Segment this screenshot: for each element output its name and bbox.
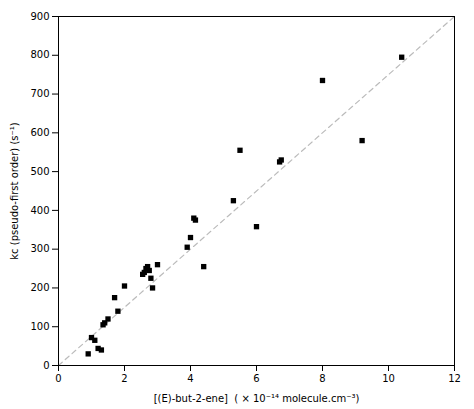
svg-text:[(E)-but-2-ene] ( × 10⁻¹⁴ mol: [(E)-but-2-ene] ( × 10⁻¹⁴ molecule.cm⁻³) [154,393,360,404]
svg-text:4: 4 [187,373,193,384]
svg-text:0: 0 [55,373,61,384]
svg-text:700: 700 [30,88,49,99]
svg-text:10: 10 [382,373,395,384]
svg-text:200: 200 [30,282,49,293]
svg-text:100: 100 [30,321,49,332]
svg-text:600: 600 [30,127,49,138]
svg-text:500: 500 [30,166,49,177]
svg-text:800: 800 [30,49,49,60]
svg-text:kc (pseudo-first order) (s⁻¹): kc (pseudo-first order) (s⁻¹) [9,122,20,260]
svg-text:400: 400 [30,205,49,216]
svg-text:900: 900 [30,11,49,22]
svg-text:12: 12 [448,373,461,384]
svg-text:8: 8 [319,373,325,384]
svg-text:2: 2 [121,373,127,384]
svg-text:0: 0 [43,360,49,371]
svg-text:300: 300 [30,243,49,254]
svg-text:6: 6 [253,373,259,384]
